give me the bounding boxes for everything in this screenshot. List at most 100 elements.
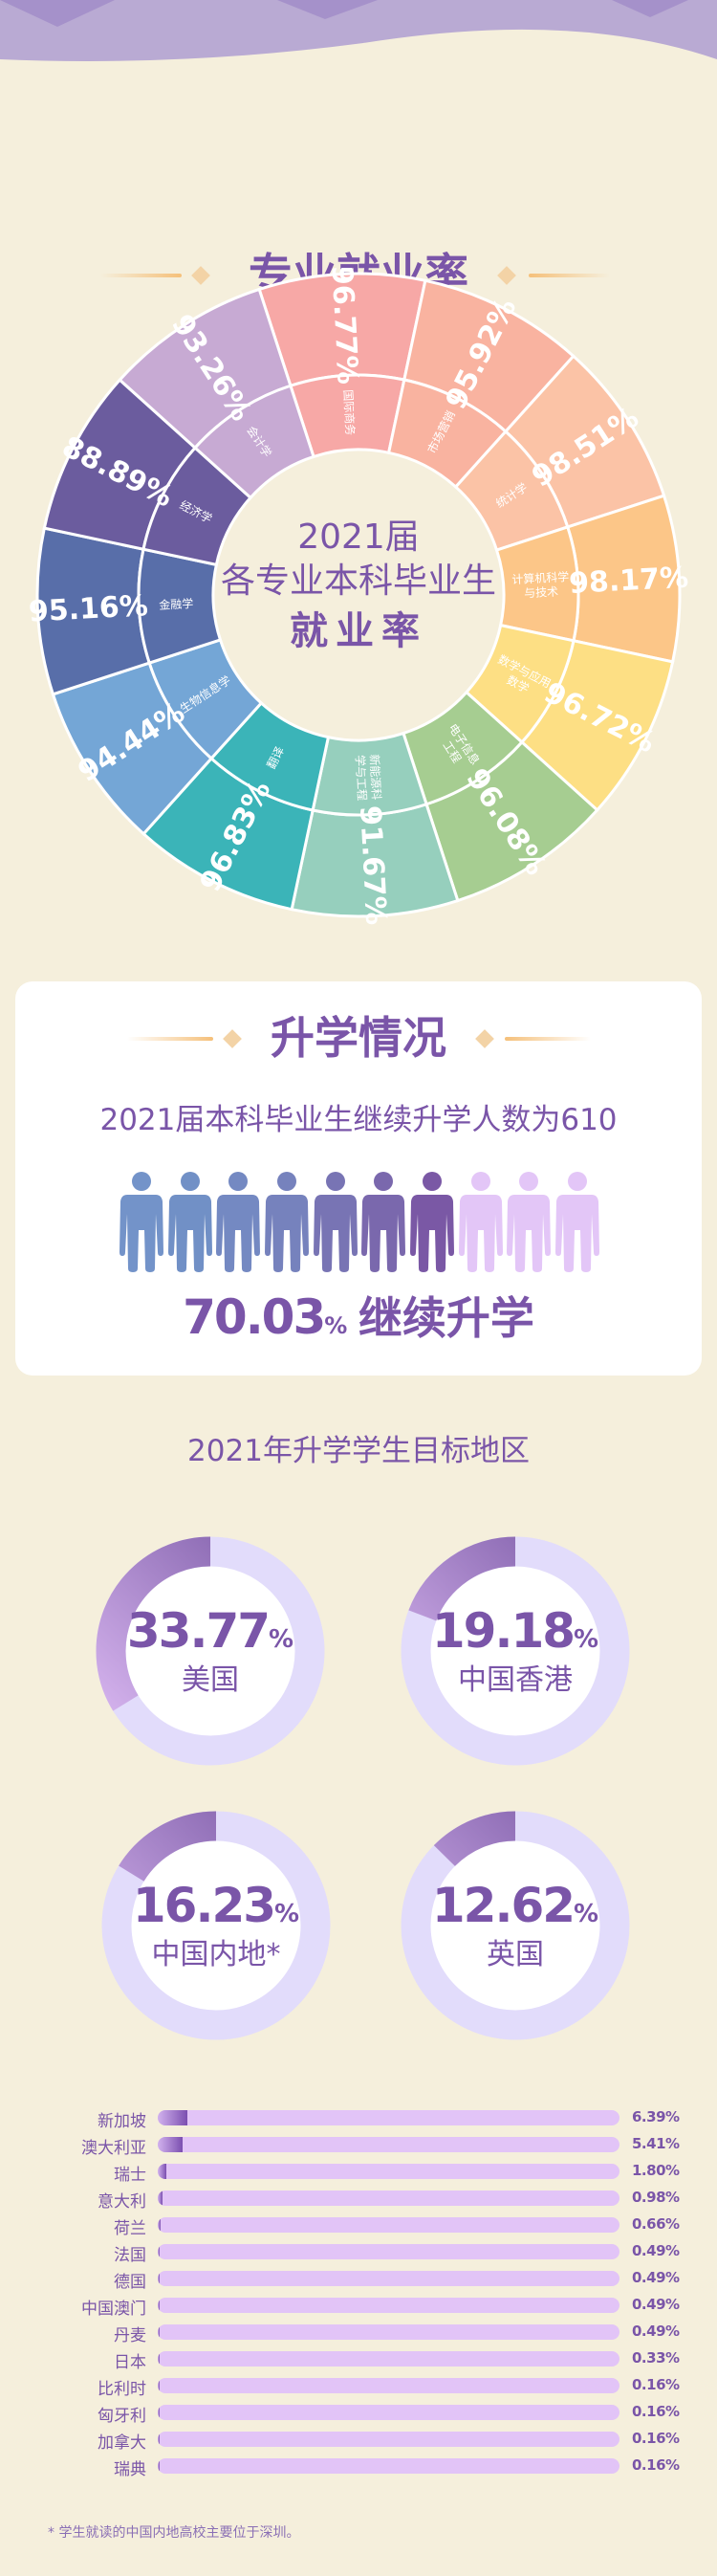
bar-track (158, 2191, 619, 2206)
bar-track (158, 2378, 619, 2393)
bar-track (158, 2217, 619, 2233)
bar-label: 新加坡 (98, 2112, 146, 2131)
region-bar-row: 匈牙利 0.16% (0, 2403, 717, 2426)
region-label: 英国 (487, 1938, 544, 1971)
region-bar-row: 比利时 0.16% (0, 2376, 717, 2399)
region-donut-3: 12.62% 英国 (401, 1811, 630, 2040)
person-icon (167, 1172, 212, 1272)
bar-fill (158, 2164, 166, 2179)
category-label: 计算机科学 (511, 569, 570, 586)
percent-unit: % (269, 1625, 294, 1654)
bar-label: 丹麦 (114, 2326, 146, 2345)
category-label: 学与工程 (353, 755, 369, 802)
wheel-segment-0: 96.77% 国际商务 (257, 268, 427, 459)
region-donut-2: 16.23% 中国内地* (101, 1811, 331, 2040)
wheel-center-subtitle: 各专业本科毕业生 (220, 561, 496, 601)
percent-unit: % (574, 1625, 599, 1654)
region-donut-0: 33.77% 美国 (96, 1536, 325, 1766)
region-bar-row: 日本 0.33% (0, 2349, 717, 2372)
title-decoration-left (127, 1037, 213, 1041)
further-study-card (15, 981, 702, 1376)
person-icon (507, 1172, 552, 1272)
bar-fill (158, 2298, 161, 2313)
rate-unit: % (324, 1312, 348, 1339)
person-icon (554, 1172, 599, 1272)
value-label: 98.17% (568, 561, 689, 600)
bar-fill (158, 2378, 160, 2393)
wheel-segment-10: 88.89% 经济学 (42, 378, 253, 567)
region-bar-row: 丹麦 0.49% (0, 2323, 717, 2345)
person-icon (313, 1172, 358, 1272)
further-study-count-text: 2021届本科毕业生继续升学人数为610 (99, 1103, 618, 1137)
bar-label: 意大利 (98, 2192, 146, 2212)
bar-track (158, 2405, 619, 2420)
bar-value: 0.16% (632, 2403, 680, 2420)
wheel-segment-7: 96.83%翻译 (141, 700, 331, 912)
title-decoration-left (100, 274, 182, 277)
region-bar-row: 瑞士 1.80% (0, 2162, 717, 2185)
region-bar-row: 瑞典 0.16% (0, 2456, 717, 2479)
bar-label: 瑞典 (114, 2460, 146, 2479)
category-label: 金融学 (159, 596, 194, 612)
bar-value: 0.49% (632, 2269, 680, 2286)
region-bar-row: 中国澳门 0.49% (0, 2296, 717, 2319)
bar-track (158, 2458, 619, 2474)
category-label: 新能源科 (367, 754, 383, 801)
bar-fill (158, 2191, 163, 2206)
section-title-further-study: 升学情况 (271, 1012, 446, 1064)
bar-label: 匈牙利 (98, 2407, 146, 2426)
bar-value: 1.80% (632, 2162, 680, 2179)
bar-label: 澳大利亚 (81, 2139, 146, 2158)
donut-fill-arc (401, 1536, 630, 1766)
bar-label: 德国 (114, 2273, 146, 2292)
percent-value: 16.23 (132, 1878, 276, 1933)
bar-track (158, 2271, 619, 2286)
bar-track (158, 2324, 619, 2340)
bar-track (158, 2298, 619, 2313)
wheel-center-title: 就业率 (290, 609, 427, 653)
bar-track (158, 2432, 619, 2447)
region-bar-row: 澳大利亚 5.41% (0, 2135, 717, 2158)
bar-value: 0.16% (632, 2376, 680, 2393)
region-section-title: 2021年升学学生目标地区 (187, 1434, 530, 1468)
bar-value: 6.39% (632, 2108, 680, 2125)
donut-fill-arc (101, 1811, 331, 2040)
wheel-segment-9: 95.16% 金融学 (28, 526, 223, 696)
wheel-segment-2: 98.51%统计学 (453, 354, 666, 552)
person-icon (409, 1172, 454, 1272)
rate-label: 继续升学 (358, 1292, 534, 1344)
region-bar-row: 法国 0.49% (0, 2242, 717, 2265)
region-donut-1: 19.18% 中国香港 (401, 1536, 630, 1766)
bar-value: 0.49% (632, 2296, 680, 2313)
people-pictogram (120, 1171, 599, 1272)
bar-label: 加拿大 (98, 2433, 146, 2453)
region-label: 中国内地* (151, 1938, 281, 1971)
person-icon (361, 1172, 406, 1272)
donut-fill-arc (96, 1536, 325, 1766)
title-decoration-right (505, 1037, 591, 1041)
bar-fill (158, 2217, 162, 2233)
employment-rate-wheel-chart: 96.77%国际商务 95.92%市场营销 98.51%统计学98.17%计算机科学… (28, 268, 689, 926)
bar-fill (158, 2351, 160, 2367)
bar-label: 法国 (114, 2246, 146, 2265)
person-icon (264, 1172, 309, 1272)
region-percent: 12.62% (401, 1882, 630, 1929)
bar-value: 0.49% (632, 2323, 680, 2340)
value-label: 96.77% (324, 268, 363, 385)
bar-fill (158, 2458, 160, 2474)
category-label: 国际商务 (341, 389, 358, 436)
region-bar-row: 荷兰 0.66% (0, 2215, 717, 2238)
bar-fill (158, 2405, 160, 2420)
bar-fill (158, 2110, 187, 2125)
bar-value: 0.16% (632, 2456, 680, 2474)
bar-fill (158, 2432, 160, 2447)
value-label: 95.16% (28, 589, 149, 628)
bar-label: 比利时 (98, 2380, 146, 2399)
region-percent: 16.23% (101, 1882, 331, 1929)
region-label: 美国 (182, 1663, 239, 1697)
percent-unit: % (574, 1900, 599, 1928)
percent-value: 12.62 (431, 1878, 576, 1933)
top-wave-banner (0, 0, 717, 61)
